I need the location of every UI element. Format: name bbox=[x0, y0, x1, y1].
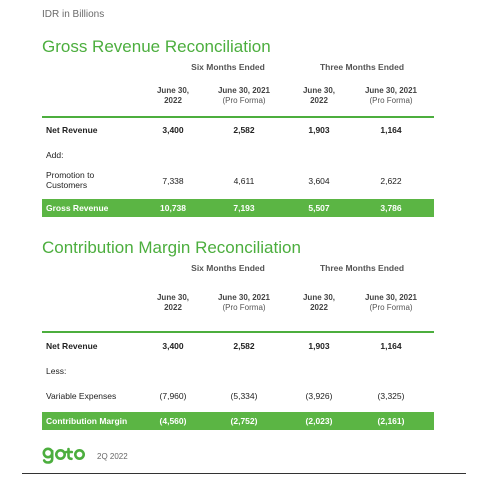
row-label: Variable Expenses bbox=[46, 391, 117, 401]
table-row: Promotion to Customers 7,338 4,611 3,604… bbox=[42, 170, 434, 192]
row-label: Less: bbox=[46, 366, 67, 376]
col-header-three-2021: June 30, 2021 (Pro Forma) bbox=[364, 293, 418, 312]
cell-value: (4,560) bbox=[159, 416, 187, 426]
row-label: Add: bbox=[46, 150, 64, 160]
cell-value: 1,164 bbox=[380, 125, 402, 135]
unit-label: IDR in Billions bbox=[42, 9, 105, 20]
col-header-six-2022: June 30, 2022 bbox=[156, 86, 189, 105]
header-divider bbox=[42, 116, 434, 118]
cell-value: 3,604 bbox=[308, 176, 330, 186]
cell-value: 5,507 bbox=[308, 203, 330, 213]
cell-value: 4,611 bbox=[233, 176, 255, 186]
cell-value: 1,164 bbox=[380, 341, 402, 351]
cell-value: 3,786 bbox=[380, 203, 402, 213]
cell-value: 2,622 bbox=[380, 176, 402, 186]
cell-value: (5,334) bbox=[230, 391, 258, 401]
cell-value: 10,738 bbox=[160, 203, 186, 213]
gross-revenue-title: Gross Revenue Reconciliation bbox=[42, 37, 271, 56]
report-period: 2Q 2022 bbox=[97, 452, 128, 461]
col-header-three-2022: June 30, 2022 bbox=[302, 86, 335, 105]
header-divider bbox=[42, 331, 434, 333]
col-header-six-2021: June 30, 2021 (Pro Forma) bbox=[217, 86, 271, 105]
cell-value: (2,161) bbox=[377, 416, 405, 426]
cell-value: 2,582 bbox=[233, 341, 255, 351]
cell-value: 3,400 bbox=[162, 125, 184, 135]
row-label: Net Revenue bbox=[46, 125, 98, 135]
cell-value: 7,338 bbox=[162, 176, 184, 186]
col-header-three-2021: June 30, 2021 (Pro Forma) bbox=[364, 86, 418, 105]
total-row: Contribution Margin (4,560) (2,752) (2,0… bbox=[42, 412, 434, 430]
cell-value: 3,400 bbox=[162, 341, 184, 351]
cell-value: 1,903 bbox=[308, 341, 330, 351]
cell-value: (2,023) bbox=[305, 416, 333, 426]
total-row: Gross Revenue 10,738 7,193 5,507 3,786 bbox=[42, 199, 434, 217]
group-three-months: Three Months Ended bbox=[319, 263, 405, 273]
goto-logo bbox=[42, 446, 90, 469]
cell-value: (2,752) bbox=[230, 416, 258, 426]
cell-value: (3,325) bbox=[377, 391, 405, 401]
cell-value: 1,903 bbox=[308, 125, 330, 135]
cell-value: 7,193 bbox=[233, 203, 255, 213]
group-six-months: Six Months Ended bbox=[191, 263, 265, 273]
footer-divider bbox=[22, 473, 466, 474]
row-label: Contribution Margin bbox=[46, 416, 128, 426]
goto-logo-icon bbox=[42, 447, 85, 464]
cell-value: (3,926) bbox=[305, 391, 333, 401]
col-header-six-2021: June 30, 2021 (Pro Forma) bbox=[217, 293, 271, 312]
col-header-three-2022: June 30, 2022 bbox=[302, 293, 335, 312]
cell-value: 2,582 bbox=[233, 125, 255, 135]
row-label: Promotion to Customers bbox=[46, 170, 95, 190]
cell-value: (7,960) bbox=[159, 391, 187, 401]
col-header-six-2022: June 30, 2022 bbox=[156, 293, 189, 312]
contribution-margin-title: Contribution Margin Reconciliation bbox=[42, 238, 301, 257]
group-six-months: Six Months Ended bbox=[191, 62, 265, 72]
group-three-months: Three Months Ended bbox=[319, 62, 405, 72]
row-label: Gross Revenue bbox=[46, 203, 109, 213]
row-label: Net Revenue bbox=[46, 341, 98, 351]
